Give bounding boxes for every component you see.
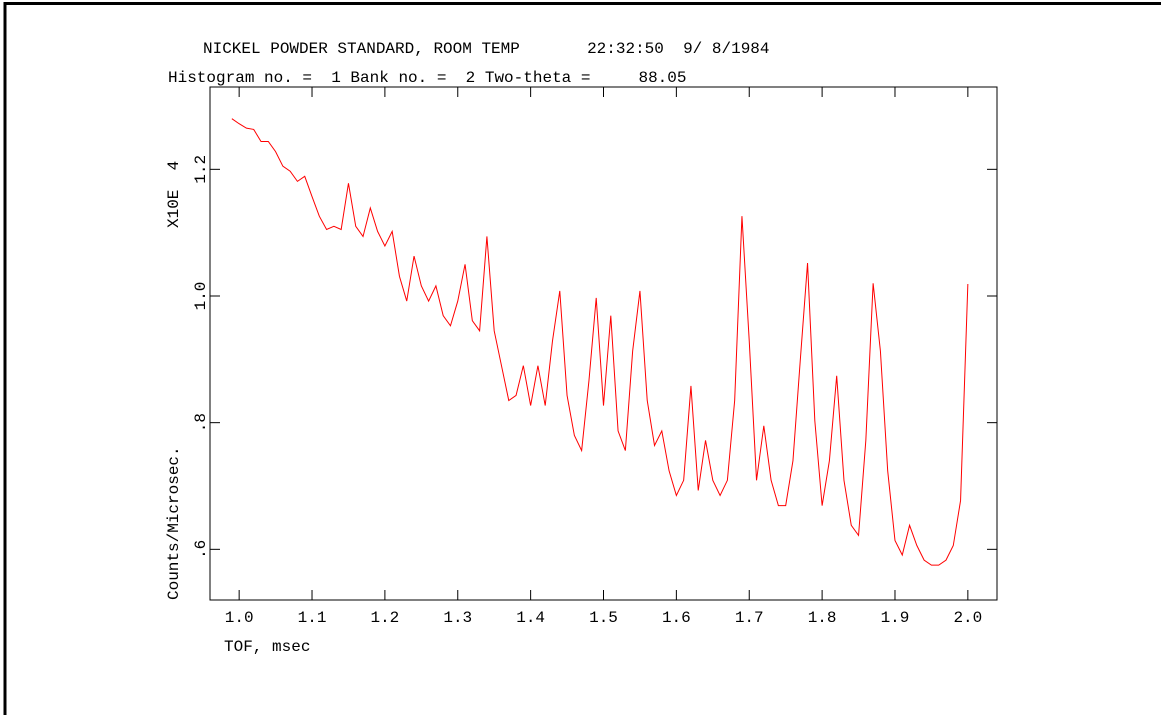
y-tick-label: .8 bbox=[192, 413, 210, 432]
x-tick-label: 2.0 bbox=[953, 609, 982, 627]
y-tick-label: .6 bbox=[192, 540, 210, 559]
x-tick-label: 1.9 bbox=[881, 609, 910, 627]
y-tick-label: 1.2 bbox=[192, 155, 210, 184]
x-tick-label: 1.8 bbox=[808, 609, 837, 627]
x-tick-label: 1.4 bbox=[516, 609, 545, 627]
x-tick-label: 1.3 bbox=[443, 609, 472, 627]
x-axis-label: TOF, msec bbox=[224, 638, 310, 656]
x-tick-label: 1.0 bbox=[225, 609, 254, 627]
x-tick-label: 1.7 bbox=[735, 609, 764, 627]
x-tick-label: 1.6 bbox=[662, 609, 691, 627]
x-tick-label: 1.1 bbox=[298, 609, 327, 627]
x-tick-label: 1.5 bbox=[589, 609, 618, 627]
plot-frame bbox=[209, 86, 998, 601]
y-scale-label: X10E 4 bbox=[165, 161, 183, 228]
x-tick-label: 1.2 bbox=[370, 609, 399, 627]
data-line bbox=[231, 118, 969, 566]
chart-title: NICKEL POWDER STANDARD, ROOM TEMP 22:32:… bbox=[203, 40, 770, 58]
chart-subtitle: Histogram no. = 1 Bank no. = 2 Two-theta… bbox=[168, 69, 686, 87]
y-tick-label: 1.0 bbox=[192, 282, 210, 311]
y-axis-label: Counts/Microsec. bbox=[165, 446, 183, 600]
window-frame bbox=[3, 2, 1161, 715]
